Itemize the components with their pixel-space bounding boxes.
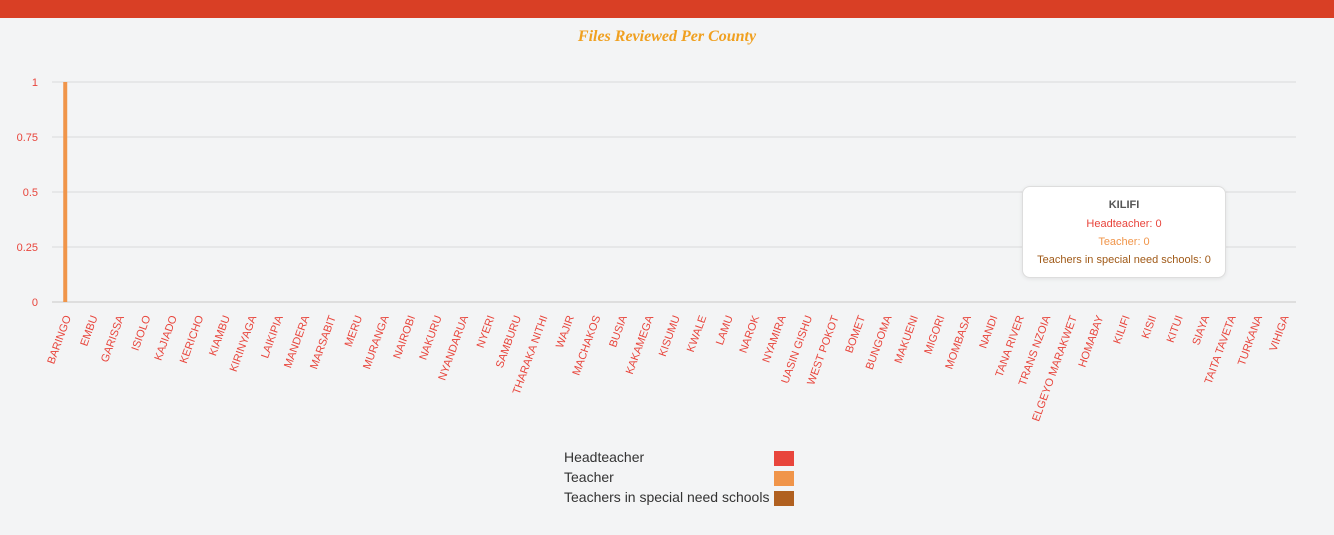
x-tick-label: MAKUENI: [893, 314, 921, 365]
legend-swatch: [774, 491, 794, 506]
x-tick-label: NYAMIRA: [761, 313, 789, 364]
x-tick-label: KIAMBU: [207, 314, 233, 358]
x-tick-label: KISII: [1140, 314, 1159, 341]
y-tick-label: 1: [32, 77, 38, 89]
x-tick-label: KAJIADO: [153, 314, 181, 363]
legend-label: Teachers in special need schools: [564, 489, 770, 505]
x-tick-label: GARISSA: [99, 313, 127, 364]
bars: [63, 82, 68, 302]
x-tick-label: BUSIA: [607, 313, 630, 349]
tooltip: KILIFI Headteacher: 0 Teacher: 0 Teacher…: [1022, 186, 1226, 278]
x-tick-label: LAIKIPIA: [259, 313, 286, 360]
legend: Headteacher Teacher Teachers in special ne…: [564, 449, 804, 509]
chart-title: Files Reviewed Per County: [577, 28, 757, 45]
x-tick-label: MANDERA: [282, 313, 312, 369]
x-tick-label: KIRINYAGA: [228, 313, 260, 373]
legend-item[interactable]: Teachers in special need schools: [564, 489, 804, 509]
bar[interactable]: [63, 82, 68, 302]
x-tick-label: NAIROBI: [391, 314, 418, 361]
x-tick-label: KISUMU: [657, 314, 683, 358]
y-tick-label: 0.5: [23, 187, 38, 199]
x-tick-label: ISIOLO: [130, 314, 154, 353]
x-tick-label: NAKURU: [417, 314, 444, 362]
x-tick-label: MARSABIT: [308, 314, 339, 371]
x-tick-label: MIGORI: [922, 314, 947, 356]
x-tick-label: KERICHO: [178, 314, 207, 366]
x-tick-label: BARINGO: [45, 314, 74, 366]
x-tick-label: MOMBASA: [943, 313, 974, 371]
tooltip-teacher: Teacher: 0: [1098, 236, 1150, 248]
legend-swatch: [774, 451, 794, 466]
x-tick-label: KILIFI: [1111, 314, 1132, 346]
top-bar: [0, 0, 1334, 18]
tooltip-title: KILIFI: [1108, 199, 1140, 211]
x-tick-label: KWALE: [685, 314, 709, 354]
x-tick-label: SIAYA: [1190, 313, 1212, 347]
tooltip-special-need: Teachers in special need schools: 0: [1037, 254, 1211, 266]
legend-label: Teacher: [564, 469, 614, 485]
x-tick-label: EMBU: [78, 314, 100, 348]
x-tick-label: KITUI: [1165, 314, 1186, 345]
x-tick-label: MERU: [343, 314, 365, 349]
y-axis: 0 0.25 0.5 0.75 1: [17, 77, 38, 309]
x-tick-label: NAROK: [738, 313, 763, 354]
legend-label: Headteacher: [564, 449, 645, 465]
x-tick-label: BOMET: [843, 314, 868, 355]
x-tick-label: MACHAKOS: [571, 314, 604, 377]
x-tick-label: VIHIGA: [1268, 313, 1292, 353]
x-tick-label: KAKAMEGA: [624, 313, 657, 376]
x-tick-label: MURANGA: [361, 313, 392, 371]
legend-swatch: [774, 471, 794, 486]
x-tick-label: SAMBURU: [494, 314, 524, 370]
y-tick-label: 0.25: [17, 242, 38, 254]
x-tick-label: TURKANA: [1236, 313, 1265, 367]
x-tick-label: BUNGOMA: [864, 313, 895, 371]
x-tick-label: WAJIR: [554, 314, 577, 350]
y-tick-label: 0: [32, 297, 38, 309]
x-tick-label: LAMU: [714, 314, 736, 347]
tooltip-headteacher: Headteacher: 0: [1086, 218, 1162, 230]
x-tick-label: HOMABAY: [1076, 313, 1106, 369]
y-tick-label: 0.75: [17, 132, 38, 144]
x-tick-label: NANDI: [977, 314, 1000, 350]
x-tick-label: NYERI: [475, 314, 498, 350]
legend-item[interactable]: Teacher: [564, 469, 804, 489]
legend-item[interactable]: Headteacher: [564, 449, 804, 469]
